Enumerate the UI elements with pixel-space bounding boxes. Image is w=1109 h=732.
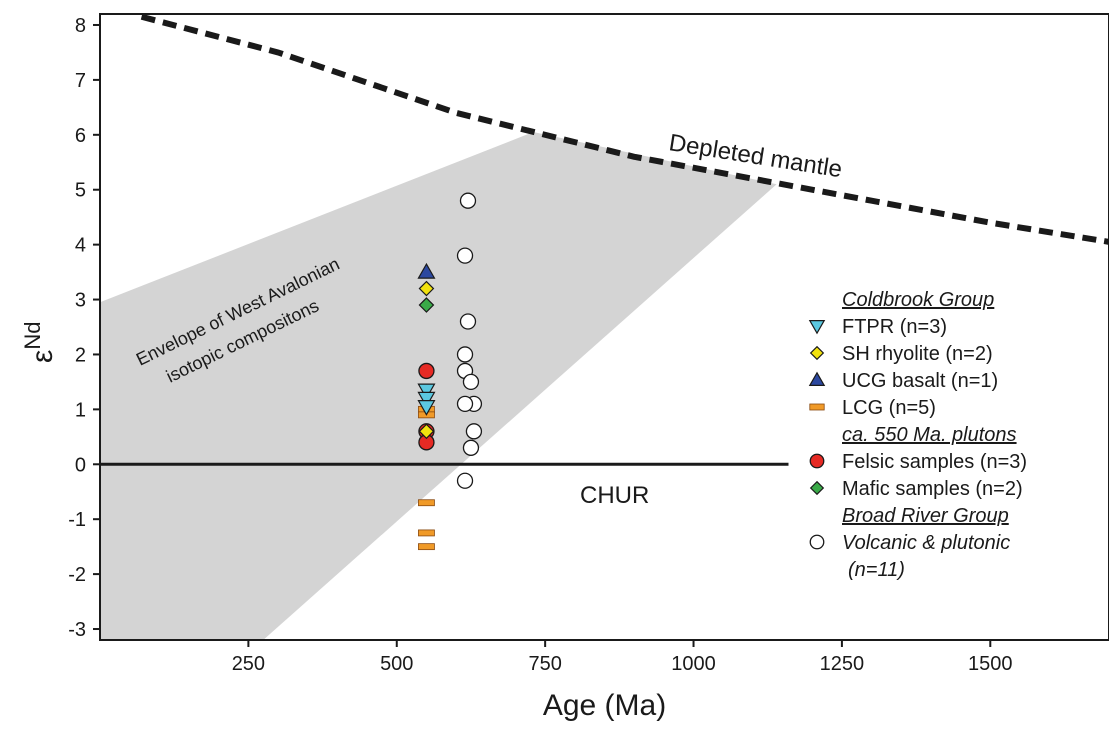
legend-marker-felsic bbox=[809, 453, 825, 469]
y-axis-title-main: ε bbox=[26, 350, 59, 363]
legend-label: Volcanic & plutonic bbox=[842, 532, 1010, 554]
point-broad-river bbox=[456, 395, 474, 413]
point-broad-river bbox=[465, 423, 483, 440]
y-tick-label: -3 bbox=[68, 619, 86, 641]
y-tick-label: -2 bbox=[68, 564, 86, 586]
legend-heading: Coldbrook Group bbox=[842, 289, 994, 311]
depleted-mantle-line bbox=[140, 13, 1109, 245]
x-axis-title: Age (Ma) bbox=[543, 689, 666, 722]
y-tick-label: 2 bbox=[75, 344, 86, 366]
point-sh-rhyolite bbox=[418, 280, 435, 297]
legend-marker-ftpr bbox=[808, 320, 826, 335]
point-ftpr bbox=[417, 400, 436, 416]
point-lcg bbox=[418, 529, 435, 537]
y-tick-label: 3 bbox=[75, 290, 86, 312]
legend-label: UCG basalt (n=1) bbox=[842, 370, 998, 392]
y-axis-title-superscript: Nd bbox=[20, 322, 45, 350]
legend-label: Mafic samples (n=2) bbox=[842, 478, 1023, 500]
legend-label: SH rhyolite (n=2) bbox=[842, 343, 993, 365]
y-tick-label: 6 bbox=[75, 125, 86, 147]
point-mafic bbox=[418, 297, 435, 313]
y-tick-label: 7 bbox=[75, 70, 86, 92]
legend-label: Felsic samples (n=3) bbox=[842, 451, 1027, 473]
y-tick-label: 4 bbox=[75, 235, 86, 257]
legend-marker-broad-river bbox=[809, 534, 825, 550]
legend-marker-mafic bbox=[809, 480, 825, 496]
x-tick-label: 1000 bbox=[671, 653, 716, 675]
legend-label: FTPR (n=3) bbox=[842, 316, 947, 338]
y-axis-title: εNd bbox=[20, 322, 59, 364]
y-tick-label: 0 bbox=[75, 454, 86, 476]
legend-label: (n=11) bbox=[848, 559, 905, 581]
x-tick-label: 250 bbox=[232, 653, 265, 675]
point-broad-river bbox=[456, 346, 474, 363]
point-felsic bbox=[418, 362, 435, 380]
point-lcg bbox=[418, 499, 435, 507]
legend-heading: ca. 550 Ma. plutons bbox=[842, 424, 1017, 446]
west-avalonian-envelope bbox=[100, 132, 777, 640]
y-tick-label: 5 bbox=[75, 180, 86, 202]
y-tick-label: 1 bbox=[75, 399, 86, 421]
y-tick-label: 8 bbox=[75, 15, 86, 37]
legend-marker-ucg-basalt bbox=[808, 371, 826, 386]
x-tick-label: 750 bbox=[528, 653, 561, 675]
point-ucg-basalt bbox=[417, 262, 436, 279]
point-ftpr bbox=[417, 391, 436, 408]
legend-marker-sh-rhyolite bbox=[809, 345, 825, 361]
legend-marker-lcg bbox=[809, 403, 825, 411]
point-broad-river bbox=[462, 373, 480, 391]
plot-frame bbox=[99, 13, 1109, 641]
point-broad-river bbox=[459, 313, 477, 330]
point-broad-river bbox=[456, 472, 474, 489]
point-sh-rhyolite bbox=[418, 423, 435, 440]
point-broad-river bbox=[462, 439, 480, 456]
point-broad-river bbox=[459, 192, 477, 209]
legend-heading: Broad River Group bbox=[842, 505, 1009, 527]
point-lcg bbox=[418, 543, 435, 551]
legend-label: LCG (n=5) bbox=[842, 397, 936, 419]
x-tick-label: 1250 bbox=[820, 653, 865, 675]
x-tick-label: 500 bbox=[380, 653, 413, 675]
point-ftpr bbox=[417, 383, 436, 400]
chur-label: CHUR bbox=[580, 482, 649, 509]
point-broad-river bbox=[456, 247, 474, 264]
y-tick-label: -1 bbox=[68, 509, 86, 531]
x-tick-label: 1500 bbox=[968, 653, 1013, 675]
